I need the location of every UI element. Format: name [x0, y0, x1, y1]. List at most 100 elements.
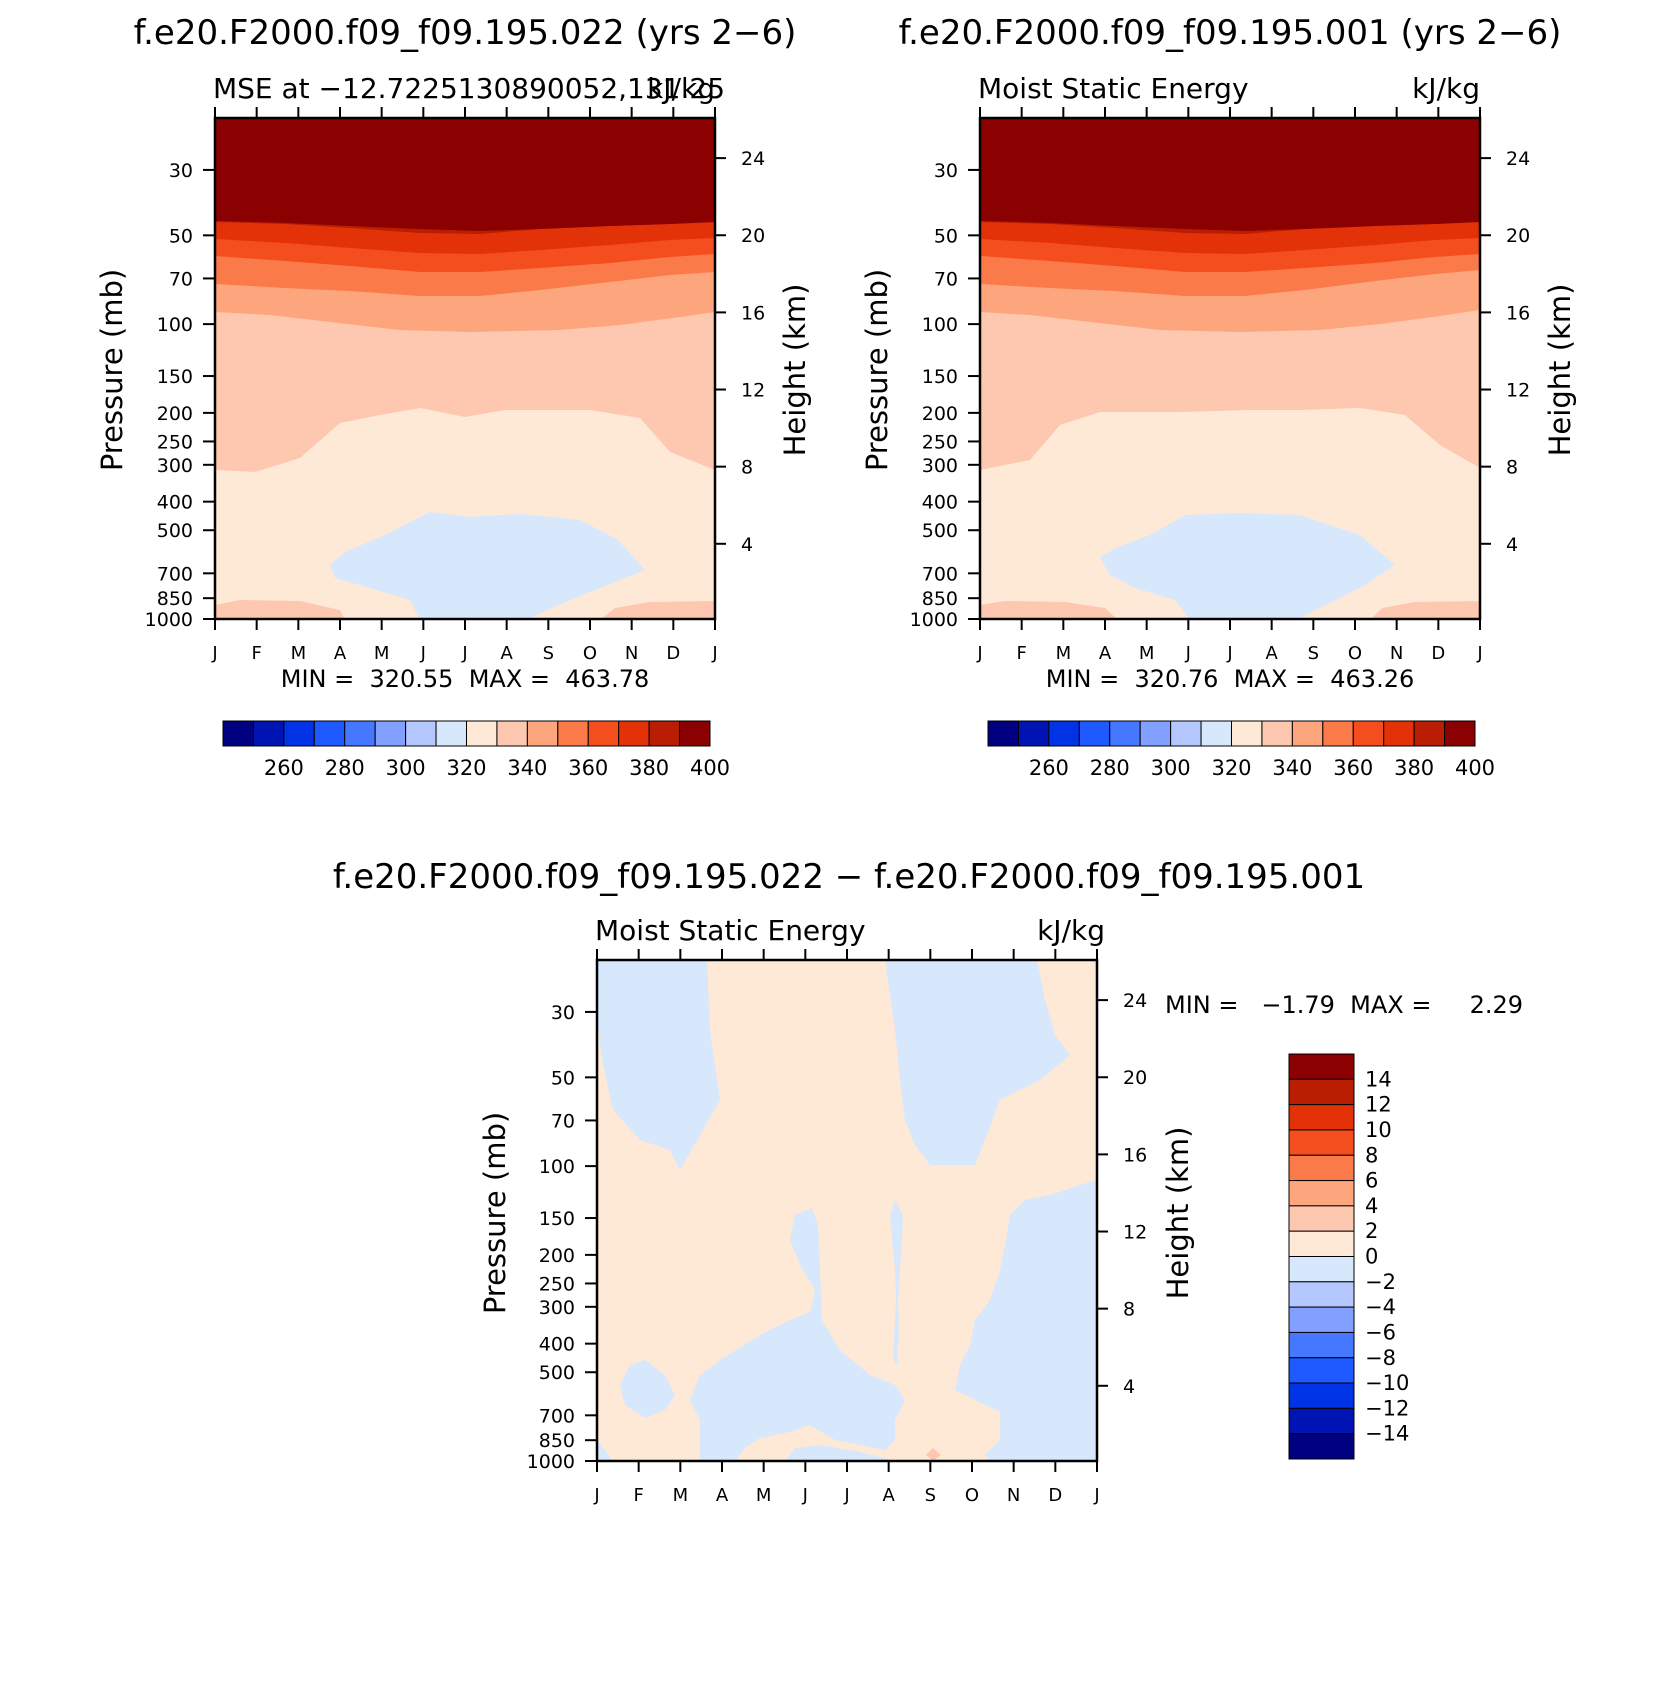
- colorbar-swatch: [1288, 1053, 1355, 1080]
- colorbar-label: 260: [1029, 756, 1069, 780]
- colorbar-swatch: [1322, 720, 1354, 747]
- colorbar-swatch: [222, 720, 254, 747]
- y-tick-label: 150: [922, 366, 958, 388]
- panel-1-surface-band-left: [215, 600, 345, 619]
- y-tick-label: 200: [922, 403, 958, 425]
- colorbar-swatch: [1231, 720, 1263, 747]
- y-tick-label: 100: [922, 314, 958, 336]
- x-tick-label: O: [965, 1485, 979, 1506]
- colorbar-swatch: [1288, 1281, 1355, 1308]
- x-tick-label: J: [593, 1485, 599, 1506]
- y-tick-label: 100: [539, 1156, 575, 1178]
- colorbar-swatch: [496, 720, 528, 747]
- colorbar-swatch: [1288, 1382, 1355, 1409]
- colorbar-label: −4: [1365, 1295, 1396, 1319]
- y-tick-label: 50: [934, 225, 958, 247]
- colorbar-label: 300: [1151, 756, 1191, 780]
- right-tick-label: 24: [1123, 990, 1147, 1012]
- colorbar-label: 10: [1365, 1118, 1392, 1142]
- colorbar-swatch: [1288, 1104, 1355, 1131]
- x-tick-label: A: [716, 1485, 729, 1506]
- panel-2-left-subtitle: Moist Static Energy: [978, 72, 1249, 105]
- y-tick-label: 50: [169, 225, 193, 247]
- x-tick-label: A: [1266, 643, 1279, 664]
- y-tick-label: 250: [157, 431, 193, 453]
- colorbar-swatch: [374, 720, 407, 747]
- panel-1-right-axis-label: Height (km): [778, 284, 812, 457]
- x-tick-label: A: [334, 643, 347, 664]
- y-tick-label: 50: [551, 1067, 575, 1089]
- colorbar-swatch: [526, 720, 559, 747]
- panel-2-band-440: [980, 118, 1480, 231]
- colorbar-label: −10: [1365, 1371, 1409, 1395]
- x-tick-label: J: [461, 643, 467, 664]
- y-tick-label: 500: [539, 1362, 575, 1384]
- colorbar-swatch: [1288, 1433, 1355, 1460]
- panel-3-neg-left-small: [620, 1360, 675, 1418]
- colorbar-swatch: [1444, 720, 1476, 747]
- x-tick-label: F: [1016, 643, 1026, 664]
- panel-1-y-axis-label: Pressure (mb): [95, 269, 129, 471]
- x-tick-label: J: [976, 643, 982, 664]
- panel-1-blue-region: [330, 512, 645, 619]
- y-tick-label: 300: [922, 455, 958, 477]
- x-tick-label: J: [1185, 643, 1191, 664]
- right-tick-label: 20: [1123, 1067, 1147, 1089]
- y-tick-label: 400: [157, 492, 193, 514]
- y-tick-label: 150: [157, 366, 193, 388]
- colorbar-swatch: [1288, 1180, 1355, 1207]
- x-tick-label: N: [625, 643, 638, 664]
- y-tick-label: 300: [539, 1297, 575, 1319]
- panel-2-surface-band-right: [1371, 601, 1480, 619]
- colorbar-label: 400: [690, 756, 730, 780]
- colorbar-swatch: [1288, 1078, 1355, 1106]
- colorbar-label: −14: [1365, 1422, 1409, 1446]
- x-tick-label: S: [543, 643, 554, 664]
- x-tick-label: N: [1390, 643, 1403, 664]
- colorbar-swatch: [1078, 720, 1111, 747]
- colorbar-label: 380: [1394, 756, 1434, 780]
- right-tick-label: 24: [741, 148, 765, 170]
- panel-1-min-max: MIN = 320.55 MAX = 463.78: [281, 665, 650, 693]
- right-tick-label: 8: [1123, 1299, 1135, 1321]
- x-tick-label: M: [1139, 643, 1155, 664]
- panel-2-y-axis-right: 24 20 16 12 8 4: [1480, 148, 1530, 556]
- colorbar-label: 6: [1365, 1169, 1378, 1193]
- y-tick-label: 300: [157, 455, 193, 477]
- colorbar-swatch: [466, 720, 498, 747]
- panel-2-min-max: MIN = 320.76 MAX = 463.26: [1046, 665, 1415, 693]
- x-tick-label: M: [756, 1485, 772, 1506]
- colorbar-swatch: [435, 720, 467, 747]
- panel-1-surface-band-right: [601, 601, 715, 619]
- x-tick-label: J: [1226, 643, 1232, 664]
- x-tick-label: O: [1348, 643, 1362, 664]
- y-tick-label: 1000: [527, 1451, 575, 1473]
- colorbar-swatch: [1109, 720, 1141, 747]
- colorbar-swatch: [1200, 720, 1232, 747]
- colorbar-swatch: [1288, 1331, 1355, 1359]
- panel-3-field: [597, 960, 1097, 1461]
- panel-3-neg-center: [690, 1208, 905, 1461]
- x-tick-label: A: [883, 1485, 896, 1506]
- panel-3-neg-right-mid: [1025, 1240, 1097, 1440]
- panel-3-neg-august-sliver: [890, 1200, 903, 1365]
- right-tick-label: 16: [741, 302, 765, 324]
- y-tick-label: 30: [551, 1002, 575, 1024]
- right-tick-label: 4: [741, 534, 753, 556]
- colorbar-swatch: [1048, 720, 1080, 747]
- right-tick-label: 20: [1506, 225, 1530, 247]
- x-tick-label: N: [1007, 1485, 1020, 1506]
- x-tick-label: M: [291, 643, 307, 664]
- y-tick-label: 700: [157, 563, 193, 585]
- colorbar-label: 280: [325, 756, 365, 780]
- x-tick-label: A: [1099, 643, 1112, 664]
- panel-2-right-axis-label: Height (km): [1543, 284, 1577, 457]
- x-tick-label: J: [1476, 643, 1482, 664]
- y-tick-label: 850: [539, 1430, 575, 1452]
- panel-2: f.e20.F2000.f09_f09.195.001 (yrs 2−6) Mo…: [860, 13, 1577, 780]
- colorbar-swatch: [1413, 720, 1446, 747]
